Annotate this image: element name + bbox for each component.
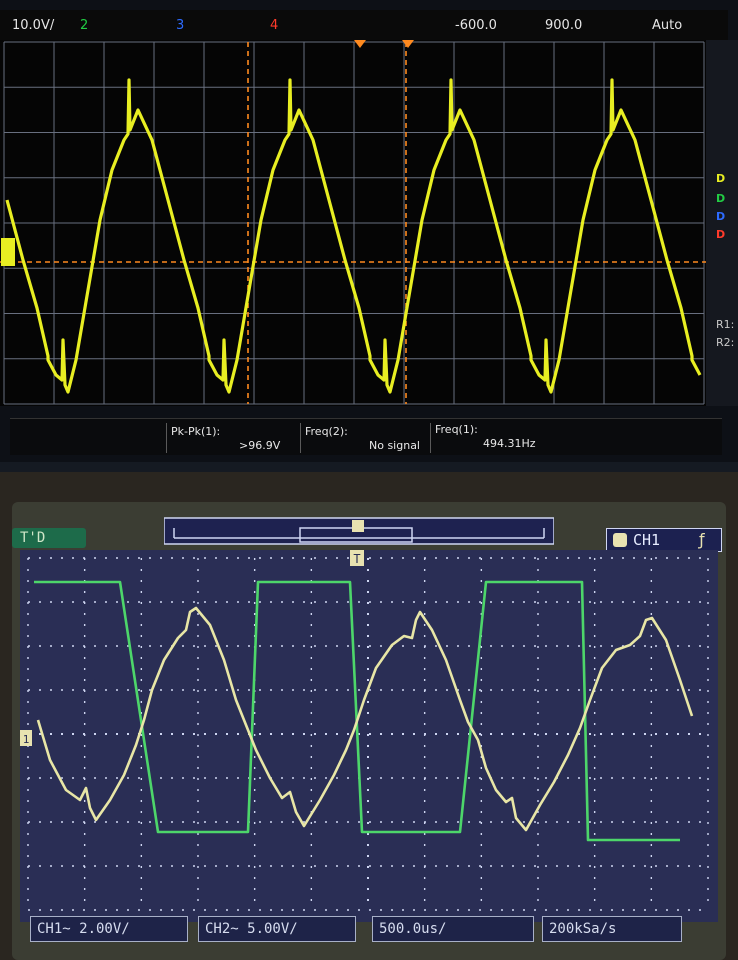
scope2-status-tab: T'D	[12, 528, 86, 548]
measurement-freq2-value: No signal	[369, 439, 420, 452]
ch1-ground-marker-label: 1	[23, 733, 30, 746]
scope1-waveform-display	[0, 40, 708, 405]
ch1-scale-box[interactable]: CH1~ 2.00V/	[30, 916, 188, 942]
scope1-grid	[3, 41, 705, 405]
ch3-indicator: 3	[176, 18, 185, 33]
ch1-waveform	[36, 606, 694, 832]
scope2-grid	[27, 557, 709, 911]
ch2-scale-box[interactable]: CH2~ 5.00V/	[198, 916, 356, 942]
cursor-marker-a-icon	[354, 40, 366, 48]
measurement-freq2-label: Freq(2):	[305, 425, 348, 438]
sample-rate-box[interactable]: 200kSa/s	[542, 916, 682, 942]
scope2-status-text: T'D	[20, 530, 46, 546]
ch1-waveform	[5, 78, 702, 394]
trigger-mode: Auto	[652, 18, 683, 33]
side-label-2: D	[716, 192, 726, 205]
time-offset: -600.0	[455, 18, 497, 33]
side-label-3: D	[716, 210, 726, 223]
ch4-indicator: 4	[270, 18, 279, 33]
measurement-freq1-value: 494.31Hz	[483, 437, 536, 450]
trigger-position-marker-icon[interactable]	[350, 550, 364, 566]
trigger-channel: CH1	[633, 531, 661, 549]
measurement-pkpk[interactable]: Pk-Pk(1): >96.9V	[166, 423, 301, 453]
measurement-freq1-label: Freq(1):	[435, 423, 478, 436]
measurement-pkpk-value: >96.9V	[239, 439, 281, 452]
time-scale: 900.0	[545, 18, 583, 33]
trigger-edge-icon: ƒ	[699, 530, 705, 549]
ch2-waveform	[34, 580, 680, 842]
trigger-badge-icon	[613, 533, 627, 547]
scope1-side-panel	[706, 40, 738, 406]
scope2-memory-bar	[164, 517, 554, 545]
ch1-ground-marker-icon[interactable]	[20, 730, 32, 746]
side-label-r1: R1:	[716, 318, 735, 331]
trigger-position-letter: T	[353, 552, 360, 566]
measurement-pkpk-label: Pk-Pk(1):	[171, 425, 221, 438]
side-label-r2: R2:	[716, 336, 735, 349]
scope1-photo: 10.0V/ 2 3 4 -600.0 900.0 Auto D D D D R…	[0, 0, 738, 462]
ch1-ground-marker-icon[interactable]	[1, 238, 15, 266]
scope1-top-status-bar: 10.0V/ 2 3 4 -600.0 900.0 Auto	[0, 10, 728, 40]
measurement-freq1[interactable]: Freq(1): 494.31Hz	[430, 423, 571, 453]
ch2-indicator: 2	[80, 18, 89, 33]
side-label-1: D	[716, 172, 726, 185]
scope1-measurement-bar: Pk-Pk(1): >96.9V Freq(2): No signal Freq…	[10, 418, 722, 455]
scope2-screen: T 1	[20, 550, 718, 922]
scope1-screen	[0, 40, 720, 406]
scope2-photo: T'D CH1 ƒ T 1 CH1~ 2.00V/ CH2~ 5.00V/ 50…	[0, 472, 738, 960]
timebase-box[interactable]: 500.0us/	[372, 916, 534, 942]
scope2-trigger-info[interactable]: CH1 ƒ	[606, 528, 722, 552]
cursor-marker-b-icon	[402, 40, 414, 48]
photo-divider	[0, 462, 738, 472]
side-label-4: D	[716, 228, 726, 241]
ch1-scale: 10.0V/	[12, 18, 55, 33]
scope2-waveform-display: T 1	[20, 550, 709, 911]
measurement-freq2[interactable]: Freq(2): No signal	[300, 423, 431, 453]
